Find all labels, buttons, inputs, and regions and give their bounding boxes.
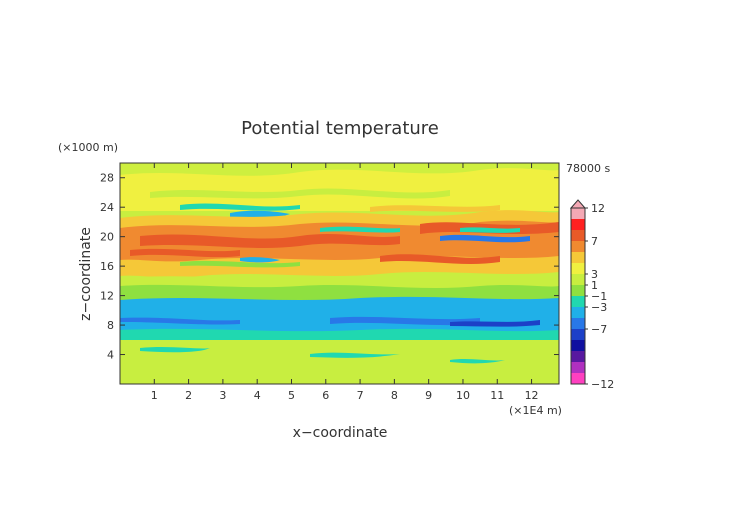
streak-cyan-6 bbox=[450, 359, 505, 364]
x-tick-label: 7 bbox=[357, 389, 364, 402]
x-tick-label: 8 bbox=[391, 389, 398, 402]
plot-frame bbox=[119, 162, 560, 385]
y-tick-label: 12 bbox=[100, 290, 114, 303]
y-tick-label: 16 bbox=[100, 260, 114, 273]
y-axis-ticks: 4 8 12 16 20 24 28 bbox=[100, 172, 559, 362]
x-tick-label: 9 bbox=[425, 389, 432, 402]
colorbar-cap bbox=[569, 199, 587, 209]
x-tick-label: 2 bbox=[185, 389, 192, 402]
y-tick-label: 8 bbox=[107, 319, 114, 332]
chart-title: Potential temperature bbox=[241, 118, 439, 139]
colorbar-segment bbox=[571, 252, 585, 264]
streak-cyan-1 bbox=[180, 203, 300, 211]
colorbar-segment bbox=[571, 263, 585, 275]
y-tick-label: 20 bbox=[100, 231, 114, 244]
colorbar-label: −3 bbox=[591, 301, 607, 314]
colorbar-segment bbox=[571, 208, 585, 220]
colorbar-segment bbox=[571, 296, 585, 308]
streak-amber-1 bbox=[370, 205, 500, 212]
colorbar-label: −7 bbox=[591, 323, 607, 336]
x-tick-label: 3 bbox=[219, 389, 226, 402]
streak-green-1 bbox=[150, 188, 450, 199]
x-tick-label: 10 bbox=[456, 389, 470, 402]
colorbar-segment bbox=[571, 230, 585, 242]
band-top-green bbox=[120, 163, 559, 176]
streak-darkblue-1 bbox=[120, 317, 240, 325]
colorbar-segment bbox=[571, 351, 585, 363]
x-tick-label: 12 bbox=[525, 389, 539, 402]
heatmap-field bbox=[120, 163, 559, 384]
streak-darkblue-2 bbox=[330, 316, 480, 326]
colorbar-segment bbox=[571, 362, 585, 374]
colorbar-segment bbox=[571, 329, 585, 341]
x-unit-label: (×1E4 m) bbox=[509, 404, 562, 417]
colorbar-segment bbox=[571, 318, 585, 330]
colorbar-label: 3 bbox=[591, 268, 598, 281]
y-tick-label: 24 bbox=[100, 201, 114, 214]
y-unit-label: (×1000 m) bbox=[58, 141, 118, 154]
x-axis-label: x−coordinate bbox=[293, 425, 388, 441]
time-label: 78000 s bbox=[566, 162, 610, 175]
colorbar-label: 1 bbox=[591, 279, 598, 292]
streak-cyan-4 bbox=[140, 347, 210, 353]
x-tick-label: 4 bbox=[254, 389, 261, 402]
y-axis-label: z−coordinate bbox=[78, 227, 94, 321]
colorbar-segment bbox=[571, 241, 585, 253]
colorbar-segment bbox=[571, 373, 585, 385]
streak-red-3 bbox=[380, 254, 500, 264]
colorbar-segment bbox=[571, 307, 585, 319]
streak-cyan-5 bbox=[310, 352, 400, 358]
colorbar-segment bbox=[571, 219, 585, 231]
streak-cyan-3 bbox=[320, 226, 400, 233]
streak-blue-3 bbox=[240, 257, 280, 263]
streak-blue-2 bbox=[440, 234, 530, 243]
x-tick-label: 6 bbox=[322, 389, 329, 402]
x-axis-ticks: 1 2 3 4 5 6 7 8 9 10 11 12 bbox=[151, 163, 539, 402]
colorbar: 12 7 31−1−3 −7 −12 bbox=[569, 199, 614, 391]
colorbar-label: 7 bbox=[591, 235, 598, 248]
y-tick-label: 28 bbox=[100, 172, 114, 185]
streak-darkblue-3 bbox=[450, 320, 540, 327]
colorbar-segment bbox=[571, 274, 585, 286]
x-tick-label: 1 bbox=[151, 389, 158, 402]
colorbar-label: 12 bbox=[591, 202, 605, 215]
streak-red-1 bbox=[140, 234, 400, 248]
x-tick-label: 11 bbox=[490, 389, 504, 402]
colorbar-segment bbox=[571, 340, 585, 352]
streak-red-4 bbox=[130, 248, 240, 258]
streak-cyan-2 bbox=[460, 227, 520, 233]
x-tick-label: 5 bbox=[288, 389, 295, 402]
colorbar-segment bbox=[571, 285, 585, 297]
colorbar-label: −1 bbox=[591, 290, 607, 303]
band-cyan-lower bbox=[120, 328, 559, 340]
streak-green-2 bbox=[180, 260, 300, 268]
band-blue bbox=[120, 296, 559, 338]
band-light-green bbox=[120, 284, 559, 300]
colorbar-label: −12 bbox=[591, 378, 614, 391]
y-tick-label: 4 bbox=[107, 349, 114, 362]
